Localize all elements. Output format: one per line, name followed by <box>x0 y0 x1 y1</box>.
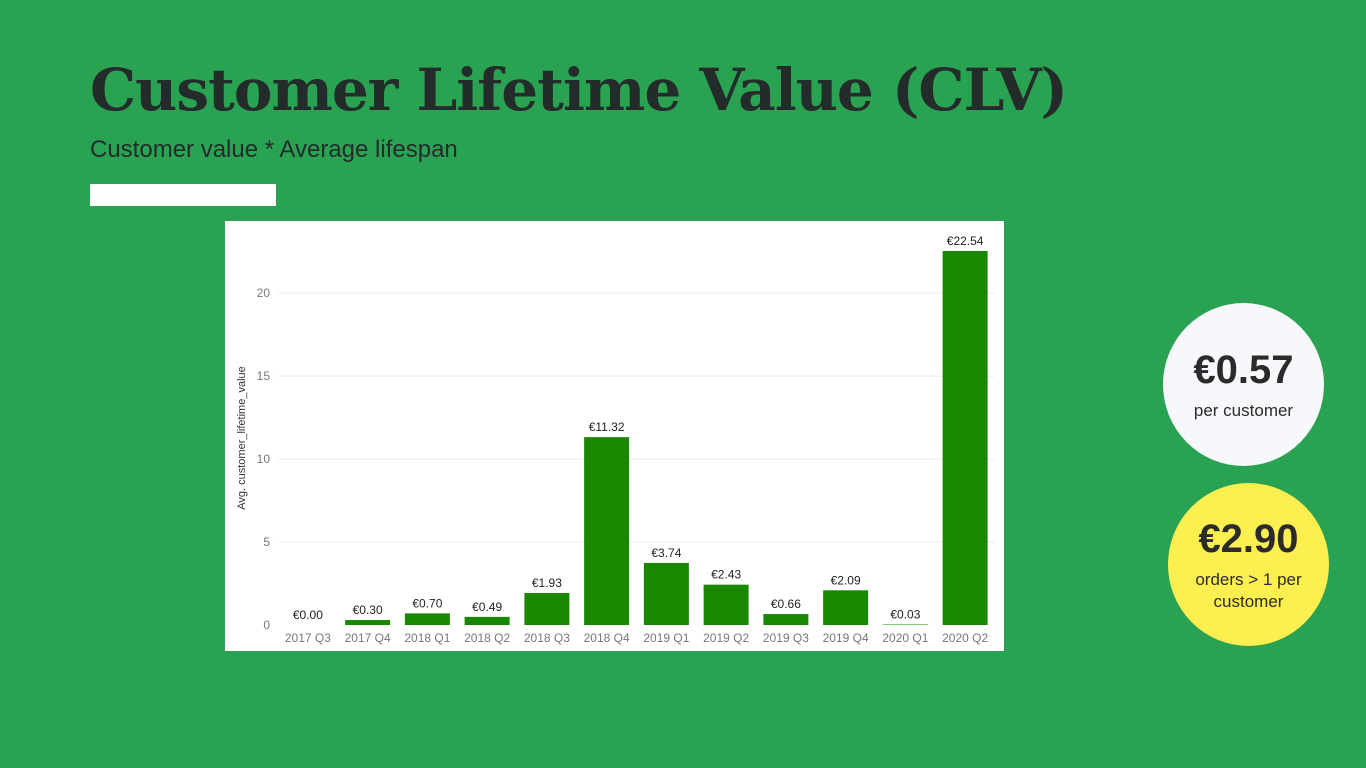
x-tick-label: 2018 Q4 <box>584 631 630 645</box>
bar <box>942 251 988 625</box>
bar-data-label: €0.70 <box>412 596 442 610</box>
kpi-per-customer: €0.57 per customer <box>1163 303 1324 466</box>
x-tick-label: 2018 Q3 <box>524 631 570 645</box>
kpi-label: orders > 1 per customer <box>1195 569 1302 611</box>
kpi-value: €0.57 <box>1193 347 1294 392</box>
kpi-repeat-orders: €2.90 orders > 1 per customer <box>1168 483 1329 646</box>
x-tick-label: 2018 Q1 <box>404 631 450 645</box>
x-tick-label: 2017 Q4 <box>345 631 391 645</box>
bar-data-label: €0.03 <box>890 608 920 622</box>
bar-data-label: €2.43 <box>711 568 741 582</box>
kpi-label: per customer <box>1193 400 1294 420</box>
bar <box>763 614 809 625</box>
y-tick-label: 10 <box>257 452 271 466</box>
y-tick-label: 20 <box>257 286 271 300</box>
bar-data-label: €1.93 <box>532 576 562 590</box>
bar <box>643 562 689 625</box>
bar-data-label: €0.00 <box>293 608 323 622</box>
bar-data-label: €0.66 <box>771 597 801 611</box>
bar-data-label: €22.54 <box>947 234 984 248</box>
bar-data-label: €0.49 <box>472 600 502 614</box>
x-tick-label: 2019 Q2 <box>703 631 749 645</box>
x-tick-label: 2018 Q2 <box>464 631 510 645</box>
bar <box>345 620 391 625</box>
page-subtitle: Customer value * Average lifespan <box>90 136 458 163</box>
bar-data-label: €0.30 <box>353 603 383 617</box>
clv-bar-chart: 0 5 10 15 20 Avg. customer_lifetime_value €0.0… <box>236 234 995 645</box>
bar <box>524 592 570 625</box>
x-tick-label: 2020 Q2 <box>942 631 988 645</box>
x-tick-label: 2019 Q1 <box>643 631 689 645</box>
bar <box>823 590 869 625</box>
bar <box>703 584 749 625</box>
x-tick-label: 2019 Q4 <box>823 631 869 645</box>
bar-data-label: €3.74 <box>651 546 681 560</box>
kpi-value: €2.90 <box>1198 516 1299 561</box>
bar <box>464 616 510 625</box>
clv-chart-panel: 0 5 10 15 20 Avg. customer_lifetime_value €0.0… <box>225 221 1004 651</box>
y-axis-label: Avg. customer_lifetime_value <box>236 366 248 509</box>
y-tick-label: 5 <box>263 535 270 549</box>
bar-data-label: €2.09 <box>831 573 861 587</box>
x-tick-label: 2019 Q3 <box>763 631 809 645</box>
bar <box>404 613 450 625</box>
x-tick-label: 2017 Q3 <box>285 631 331 645</box>
x-tick-label: 2020 Q1 <box>882 631 928 645</box>
bar <box>584 437 630 625</box>
y-tick-label: 0 <box>263 618 270 632</box>
bar-data-label: €11.32 <box>589 420 625 434</box>
page-title: Customer Lifetime Value (CLV) <box>90 56 1068 124</box>
y-tick-label: 15 <box>257 369 271 383</box>
filter-bar[interactable] <box>90 184 276 206</box>
